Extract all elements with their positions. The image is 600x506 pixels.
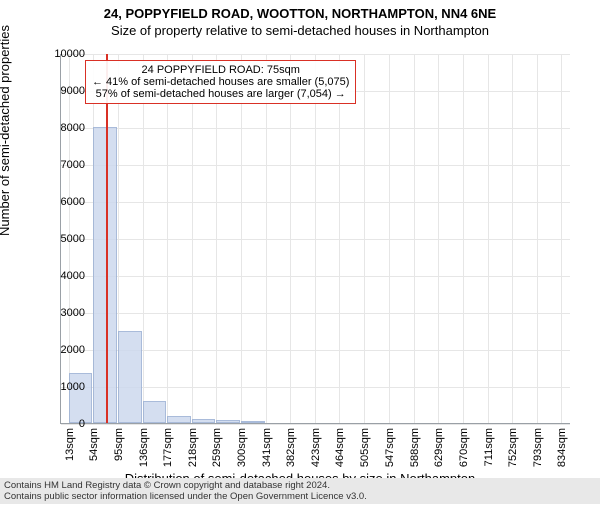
gridline-v: [315, 54, 316, 423]
gridline-v: [241, 54, 242, 423]
x-tick-label: 752sqm: [507, 428, 519, 467]
annotation-line3: 57% of semi-detached houses are larger (…: [92, 88, 349, 100]
histogram-bar: [241, 421, 265, 423]
y-tick-label: 1000: [35, 381, 85, 393]
footer-attribution: Contains HM Land Registry data © Crown c…: [0, 478, 600, 504]
histogram-bar: [118, 331, 142, 424]
histogram-bar: [143, 401, 167, 423]
x-tick-label: 711sqm: [483, 428, 495, 466]
gridline-v: [143, 54, 144, 423]
y-tick-label: 3000: [35, 307, 85, 319]
x-tick-label: 505sqm: [359, 428, 371, 467]
histogram-bar: [192, 419, 216, 423]
y-axis-label: Number of semi-detached properties: [0, 25, 12, 236]
x-tick-label: 382sqm: [285, 428, 297, 467]
x-tick-label: 259sqm: [211, 428, 223, 467]
histogram-bar: [167, 416, 191, 423]
gridline-h: [61, 424, 570, 425]
gridline-v: [463, 54, 464, 423]
footer-line2: Contains public sector information licen…: [4, 491, 596, 502]
gridline-v: [266, 54, 267, 423]
gridline-v: [512, 54, 513, 423]
y-tick-label: 8000: [35, 122, 85, 134]
gridline-v: [389, 54, 390, 423]
annotation-line2: ← 41% of semi-detached houses are smalle…: [92, 76, 349, 88]
x-tick-label: 670sqm: [458, 428, 470, 467]
y-tick-label: 10000: [35, 48, 85, 60]
y-tick-label: 7000: [35, 159, 85, 171]
gridline-v: [537, 54, 538, 423]
gridline-v: [192, 54, 193, 423]
property-marker-line: [106, 54, 108, 423]
gridline-v: [216, 54, 217, 423]
chart-area: 24 POPPYFIELD ROAD: 75sqm ← 41% of semi-…: [60, 54, 570, 424]
page-title-address: 24, POPPYFIELD ROAD, WOOTTON, NORTHAMPTO…: [0, 6, 600, 21]
x-tick-label: 588sqm: [409, 428, 421, 467]
gridline-v: [339, 54, 340, 423]
x-tick-label: 95sqm: [113, 428, 125, 461]
histogram-bar: [216, 420, 240, 423]
gridline-v: [290, 54, 291, 423]
plot-region: [60, 54, 570, 424]
y-tick-label: 9000: [35, 85, 85, 97]
gridline-v: [488, 54, 489, 423]
x-tick-label: 547sqm: [384, 428, 396, 467]
x-tick-label: 218sqm: [187, 428, 199, 467]
footer-line1: Contains HM Land Registry data © Crown c…: [4, 480, 596, 491]
x-tick-label: 834sqm: [556, 428, 568, 467]
gridline-v: [561, 54, 562, 423]
x-tick-label: 177sqm: [162, 428, 174, 467]
y-tick-label: 2000: [35, 344, 85, 356]
annotation-line1: 24 POPPYFIELD ROAD: 75sqm: [92, 64, 349, 76]
x-tick-label: 54sqm: [88, 428, 100, 461]
x-tick-label: 300sqm: [236, 428, 248, 467]
x-tick-label: 629sqm: [433, 428, 445, 467]
annotation-box: 24 POPPYFIELD ROAD: 75sqm ← 41% of semi-…: [85, 60, 356, 104]
y-tick-label: 6000: [35, 196, 85, 208]
x-tick-label: 341sqm: [261, 428, 273, 467]
gridline-v: [438, 54, 439, 423]
x-tick-label: 464sqm: [334, 428, 346, 467]
y-tick-label: 5000: [35, 233, 85, 245]
page-subtitle: Size of property relative to semi-detach…: [0, 23, 600, 38]
y-tick-label: 4000: [35, 270, 85, 282]
x-tick-label: 793sqm: [532, 428, 544, 467]
x-tick-label: 13sqm: [64, 428, 76, 461]
gridline-v: [167, 54, 168, 423]
gridline-v: [414, 54, 415, 423]
x-tick-label: 136sqm: [138, 428, 150, 467]
y-tick-label: 0: [35, 418, 85, 430]
x-tick-label: 423sqm: [310, 428, 322, 467]
gridline-v: [364, 54, 365, 423]
